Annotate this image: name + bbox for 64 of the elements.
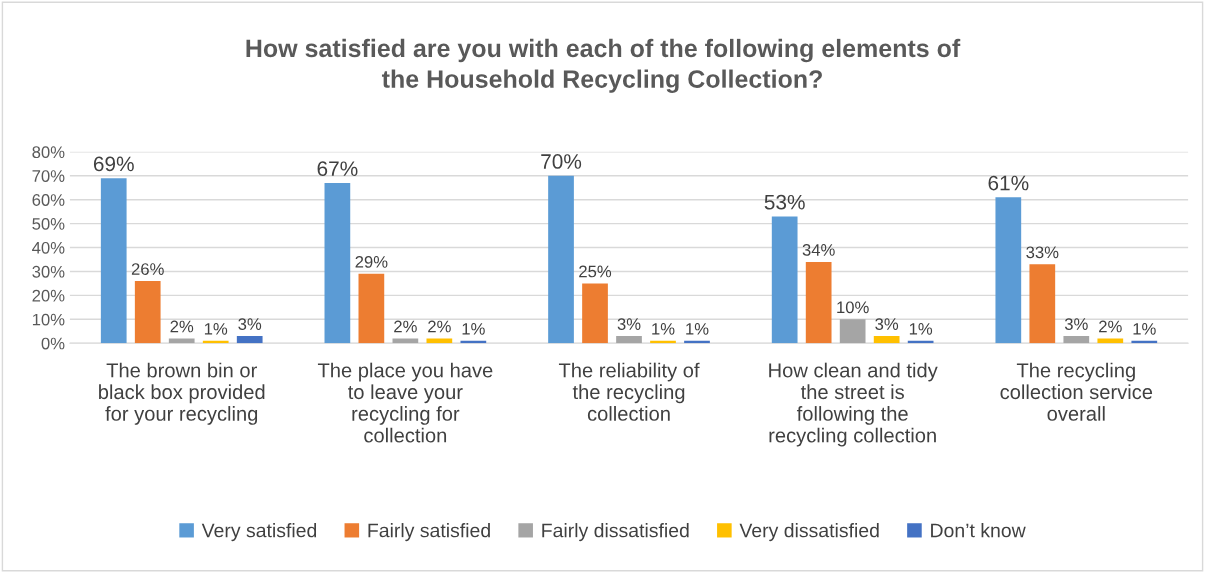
y-tick-label: 30% [32, 265, 65, 278]
x-tick-label: How clean and tidy the street is following the recycling collection [769, 362, 938, 447]
y-tick-label: 10% [32, 313, 65, 326]
bar [548, 175, 574, 344]
data-label: 1% [652, 323, 675, 335]
legend-label: Fairly satisfied [368, 523, 490, 542]
bar [616, 336, 642, 344]
legend-label: Very dissatisfied [739, 523, 879, 542]
data-label: 33% [1026, 246, 1059, 259]
data-label: 2% [428, 320, 451, 333]
chart-title: How satisfied are you with each of the following elements of the Household Recycling Collection? [246, 38, 961, 93]
y-tick-label: 40% [32, 241, 65, 254]
data-label: 2% [170, 320, 194, 333]
legend-label: Fairly dissatisfied [542, 523, 689, 542]
bar [134, 281, 161, 344]
y-tick-label: 60% [32, 194, 65, 206]
data-label: 25% [579, 265, 612, 278]
bar [1063, 336, 1090, 344]
data-label: 70% [541, 154, 582, 169]
data-label: 53% [764, 194, 805, 210]
data-label: 1% [1133, 323, 1156, 335]
bar [1029, 264, 1056, 344]
data-label: 3% [1064, 318, 1088, 330]
data-label: 69% [93, 156, 134, 172]
bar [324, 182, 351, 344]
bar [100, 178, 127, 344]
data-label: 10% [837, 301, 869, 314]
x-tick-label: The brown bin or black box provided for your recycling [99, 362, 265, 425]
y-tick-label: 80% [32, 146, 65, 159]
y-tick-label: 0% [41, 337, 65, 350]
bar [392, 338, 419, 344]
y-tick-label: 70% [32, 170, 65, 182]
data-label: 1% [686, 323, 709, 335]
x-tick-label: The place you have to leave your recycling for collection [317, 362, 493, 443]
data-label: 34% [802, 244, 835, 256]
bar [582, 283, 608, 344]
data-label: 2% [394, 320, 417, 333]
bar [805, 261, 832, 344]
data-label: 29% [355, 255, 388, 268]
bar [873, 336, 900, 344]
data-label: 3% [238, 318, 262, 330]
y-tick-label: 20% [32, 289, 65, 302]
bar [358, 273, 385, 344]
x-tick-label: The recycling collection service overall [1000, 362, 1153, 421]
bar [1097, 338, 1124, 344]
data-label: 2% [1099, 320, 1122, 333]
data-label: 1% [909, 323, 933, 335]
bar [426, 338, 453, 344]
legend-label: Very satisfied [201, 523, 317, 542]
bar [839, 319, 866, 344]
bar [236, 336, 263, 344]
data-label: 3% [617, 318, 641, 330]
data-label: 61% [988, 175, 1029, 191]
data-label: 3% [875, 318, 899, 330]
data-label: 1% [462, 323, 485, 335]
bar [995, 197, 1022, 344]
data-label: 67% [317, 161, 358, 177]
x-tick-label: The reliability of the recycling collection [558, 362, 700, 421]
bar [771, 216, 798, 344]
data-label: 1% [204, 323, 228, 335]
legend-label: Don’t know [931, 523, 1026, 538]
y-tick-label: 50% [32, 218, 65, 230]
bar [168, 338, 195, 344]
data-label: 26% [131, 263, 164, 275]
